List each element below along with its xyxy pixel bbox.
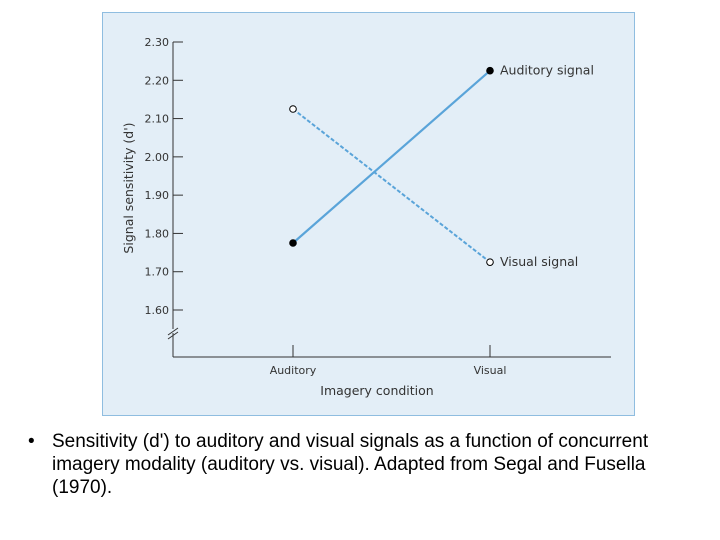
y-tick-label: 1.60	[145, 304, 170, 317]
axis-break-mark	[167, 327, 179, 336]
y-tick-label: 1.80	[145, 227, 170, 240]
auditory-signal-line	[292, 69, 491, 244]
x-tick-label: Visual	[474, 364, 507, 377]
chart-panel: 1.60 1.70 1.80 1.90 2.00 2.10 2.20 2.30 Auditor…	[102, 12, 635, 416]
auditory-signal-label: Auditory signal	[500, 63, 594, 78]
x-axis-title: Imagery condition	[320, 383, 433, 398]
visual-signal-label: Visual signal	[500, 254, 578, 269]
y-tick-label: 2.20	[145, 74, 170, 87]
visual-signal-line	[292, 108, 491, 263]
y-tick-label: 2.30	[145, 36, 170, 49]
auditory-signal-point	[289, 239, 297, 247]
caption-bullet: •	[28, 431, 35, 452]
visual-signal-point	[486, 258, 494, 266]
y-ticks: 1.60 1.70 1.80 1.90 2.00 2.10 2.20 2.30	[145, 36, 183, 317]
axes	[167, 42, 611, 358]
y-tick-label: 2.00	[145, 151, 170, 164]
line-chart: 1.60 1.70 1.80 1.90 2.00 2.10 2.20 2.30 Auditor…	[121, 36, 611, 398]
figure-caption: • Sensitivity (d') to auditory and visua…	[28, 430, 708, 499]
y-axis-title: Signal sensitivity (d')	[121, 122, 136, 253]
caption-text: Sensitivity (d') to auditory and visual …	[52, 431, 649, 498]
y-tick-label: 1.90	[145, 189, 170, 202]
x-tick-label: Auditory	[270, 364, 317, 377]
y-tick-label: 2.10	[145, 113, 170, 126]
series-layer: Auditory signal Visual signal	[289, 63, 594, 269]
x-ticks: Auditory Visual	[270, 345, 507, 377]
y-tick-label: 1.70	[145, 266, 170, 279]
visual-signal-point	[289, 105, 297, 113]
auditory-signal-point	[486, 66, 494, 75]
